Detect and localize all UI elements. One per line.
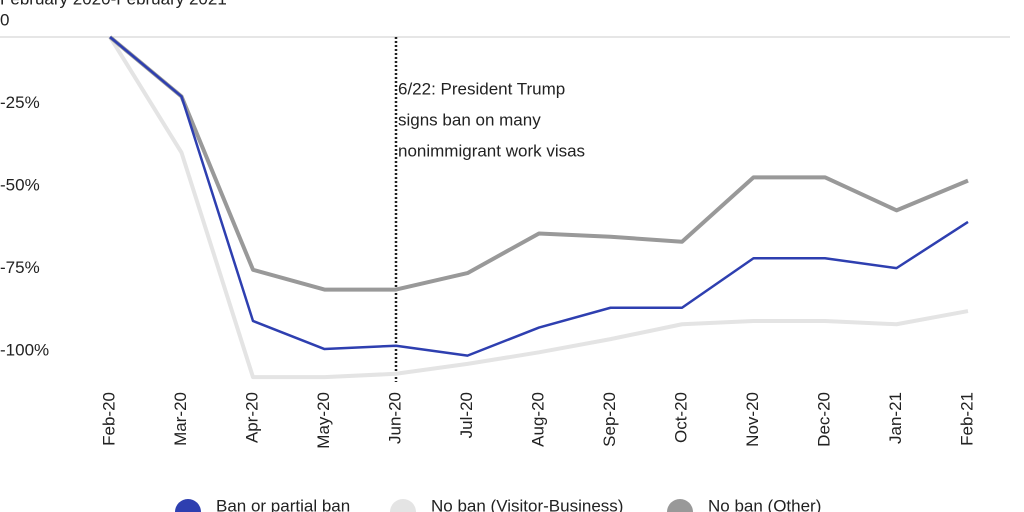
y-tick-label: -75% [0,258,40,277]
legend-label: No ban (Visitor-Business) [431,496,623,512]
legend-swatch [175,499,201,512]
chart-subtitle: February 2020-February 2021 [0,0,227,8]
y-tick-label: 0 [0,10,9,29]
x-tick-label: Feb-21 [957,392,976,446]
x-tick-label: Jun-20 [385,392,404,444]
x-tick-label: Dec-20 [814,392,833,447]
annotation-text: signs ban on many [398,110,541,129]
x-tick-label: Jul-20 [457,392,476,438]
x-tick-label: Sep-20 [600,392,619,447]
legend-label: Ban or partial ban [216,496,350,512]
x-tick-label: Nov-20 [743,392,762,447]
legend-swatch [390,499,416,512]
y-tick-label: -50% [0,176,40,195]
x-tick-label: Feb-20 [99,392,118,446]
x-tick-label: Apr-20 [242,392,261,443]
x-tick-label: Mar-20 [171,392,190,446]
series-line [108,35,969,292]
annotation-text: nonimmigrant work visas [398,141,585,160]
x-tick-label: May-20 [314,392,333,449]
x-tick-label: Aug-20 [528,392,547,447]
y-tick-label: -25% [0,93,40,112]
legend-label: No ban (Other) [708,496,821,512]
x-tick-label: Jan-21 [886,392,905,444]
y-tick-label: -100% [0,341,49,360]
series-line [108,35,969,380]
series-line [109,36,969,357]
annotation-text: 6/22: President Trump [398,79,565,98]
x-tick-label: Oct-20 [671,392,690,443]
legend-swatch [667,499,693,512]
